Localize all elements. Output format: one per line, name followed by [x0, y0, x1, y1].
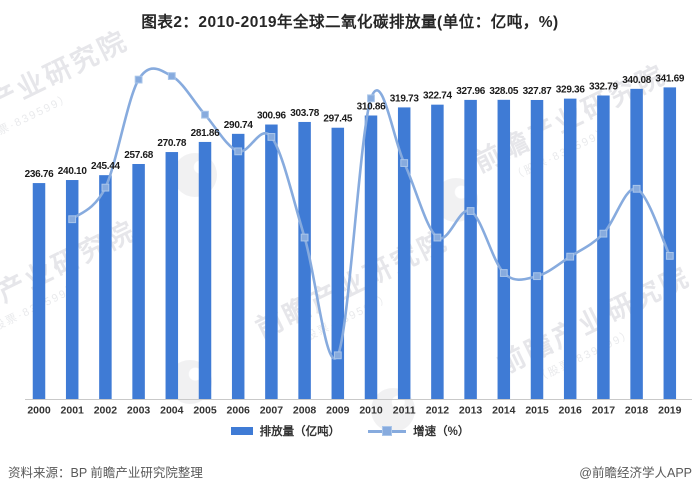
- bar-2009: [331, 127, 345, 400]
- bar-value-label-2008: 303.78: [290, 108, 320, 119]
- bar-value-label-2015: 327.87: [523, 86, 553, 97]
- legend-growth-label: 增速（%）: [413, 426, 470, 438]
- year-label-2003: 2003: [127, 405, 151, 417]
- bar-2001: [65, 180, 79, 399]
- bar-2003: [132, 163, 145, 399]
- bar-2007: [265, 124, 278, 400]
- bar-value-label-2016: 329.36: [556, 85, 586, 96]
- year-label-2008: 2008: [293, 405, 317, 417]
- growth-line: [70, 67, 672, 360]
- growth-marker-2017: [599, 229, 608, 238]
- credit-text: @前瞻经济学人APP: [579, 466, 692, 480]
- line-series-swatch-icon: [368, 426, 407, 436]
- combo-chart-canvas: 2000 2001 2002 2003 2004 2005 2006 2007 2008 2009…: [25, 67, 692, 417]
- growth-marker-2018: [632, 184, 641, 193]
- year-label-2007: 2007: [260, 405, 284, 417]
- growth-marker-2013: [466, 207, 475, 215]
- year-label-2016: 2016: [559, 405, 583, 417]
- bar-value-label-2004: 270.78: [157, 138, 187, 149]
- growth-marker-2016: [566, 252, 575, 261]
- bar-2008: [298, 121, 311, 399]
- year-label-2002: 2002: [94, 405, 118, 417]
- bar-2017: [597, 95, 610, 400]
- bar-value-label-2003: 257.68: [124, 150, 154, 161]
- growth-marker-2012: [433, 233, 442, 242]
- bar-2014: [497, 99, 511, 400]
- year-label-2000: 2000: [27, 405, 51, 417]
- growth-marker-2011: [400, 159, 409, 167]
- bar-value-label-2019: 341.69: [655, 73, 685, 84]
- bar-value-label-2000: 236.76: [25, 169, 55, 180]
- growth-marker-2006: [234, 147, 243, 156]
- year-label-2006: 2006: [227, 405, 251, 417]
- growth-marker-2007: [267, 133, 276, 141]
- year-label-2019: 2019: [658, 405, 682, 417]
- year-label-2017: 2017: [592, 405, 616, 417]
- bar-2015: [530, 99, 544, 400]
- bar-value-label-2010: 310.86: [357, 101, 387, 112]
- bar-2000: [32, 183, 46, 399]
- bar-value-label-2017: 332.79: [589, 81, 619, 92]
- bar-2002: [99, 175, 112, 399]
- bar-2006: [231, 133, 245, 399]
- chart-legend: 排放量（亿吨） 增速（%）: [0, 423, 700, 439]
- year-label-2011: 2011: [393, 405, 416, 417]
- year-label-2015: 2015: [525, 405, 549, 417]
- growth-marker-2002: [101, 183, 110, 192]
- legend-item-growth: 增速（%）: [368, 423, 469, 439]
- bar-2012: [431, 104, 444, 399]
- bar-value-label-2001: 240.10: [58, 166, 88, 177]
- bar-value-label-2013: 327.96: [456, 86, 486, 97]
- growth-marker-2015: [533, 272, 541, 281]
- bar-value-label-2006: 290.74: [224, 120, 254, 131]
- growth-marker-2008: [300, 233, 309, 242]
- bar-2019: [663, 87, 677, 399]
- growth-marker-2019: [665, 251, 674, 260]
- source-text: 资料来源：BP 前瞻产业研究院整理: [8, 466, 203, 480]
- year-label-2001: 2001: [61, 405, 85, 417]
- bar-2010: [364, 115, 378, 400]
- bar-value-label-2005: 281.86: [191, 128, 221, 139]
- growth-marker-2004: [167, 72, 176, 80]
- year-label-2013: 2013: [459, 405, 483, 417]
- year-label-2004: 2004: [160, 405, 184, 417]
- legend-item-emissions: 排放量（亿吨）: [230, 423, 341, 439]
- bar-value-label-2007: 300.96: [257, 111, 287, 122]
- growth-marker-2003: [134, 75, 143, 84]
- bar-value-label-2011: 319.73: [390, 93, 420, 104]
- bar-value-label-2018: 340.08: [622, 75, 652, 86]
- year-label-2012: 2012: [426, 405, 450, 417]
- year-label-2005: 2005: [193, 405, 217, 417]
- bar-2016: [563, 98, 577, 399]
- bar-2011: [397, 107, 411, 399]
- legend-emissions-label: 排放量（亿吨）: [259, 426, 341, 438]
- year-label-2010: 2010: [359, 405, 383, 417]
- bar-2018: [630, 88, 643, 399]
- year-label-2018: 2018: [625, 405, 649, 417]
- bar-value-label-2009: 297.45: [323, 114, 353, 125]
- growth-marker-2001: [68, 215, 77, 224]
- bar-value-label-2012: 322.74: [423, 91, 453, 102]
- bar-2013: [464, 99, 477, 399]
- chart-title: 图表2：2010-2019年全球二氧化碳排放量(单位：亿吨，%): [141, 14, 559, 31]
- growth-marker-2014: [499, 269, 508, 277]
- growth-marker-2010: [367, 94, 375, 103]
- bar-value-label-2014: 328.05: [489, 86, 519, 97]
- chart-footer: 资料来源：BP 前瞻产业研究院整理 @前瞻经济学人APP: [0, 462, 700, 481]
- growth-marker-2009: [333, 351, 342, 360]
- year-label-2014: 2014: [492, 405, 516, 417]
- year-label-2009: 2009: [326, 405, 350, 417]
- bar-2004: [165, 152, 179, 399]
- bar-series-swatch-icon: [230, 427, 253, 435]
- bar-value-label-2002: 245.44: [91, 161, 121, 172]
- growth-marker-2005: [201, 110, 209, 119]
- bar-2005: [198, 141, 212, 400]
